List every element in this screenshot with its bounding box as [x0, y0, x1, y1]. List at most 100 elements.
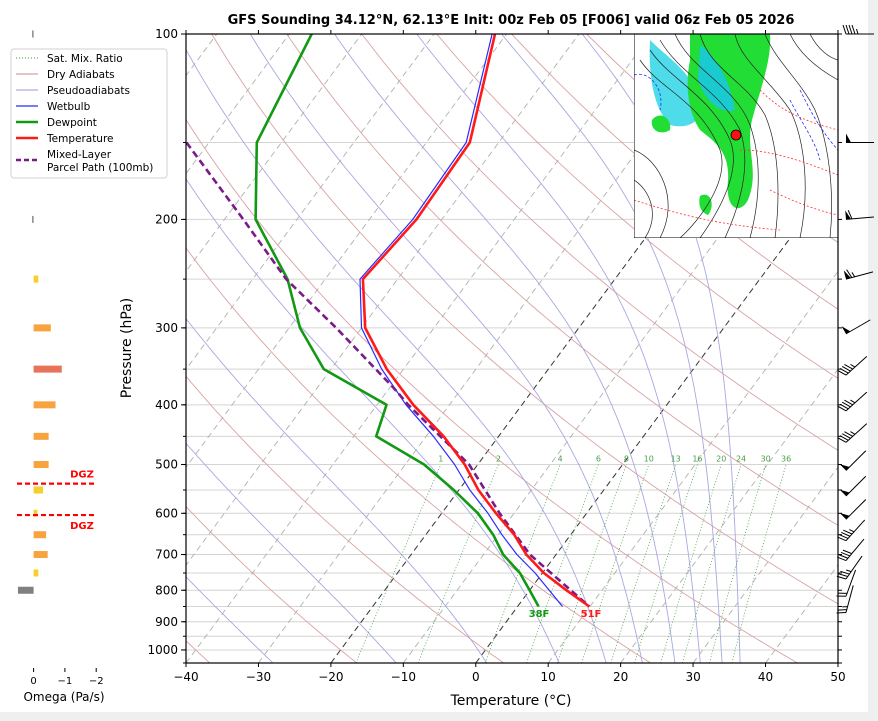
y-tick-label: 1000 — [147, 643, 178, 657]
barb-feather — [836, 556, 847, 561]
mixing-ratio-label: 8 — [624, 455, 629, 464]
wetbulb-line — [359, 34, 563, 607]
wind-barb — [836, 585, 854, 614]
mixing-ratio-label: 36 — [781, 455, 791, 464]
legend-label-line2: Parcel Path (100mb) — [47, 162, 153, 174]
barb-feather — [839, 403, 849, 410]
mixing-ratio-label: 13 — [671, 455, 681, 464]
y-tick-label: 200 — [155, 212, 178, 226]
barb-feather — [839, 534, 849, 539]
barb-pennant — [845, 210, 851, 220]
mixing-ratio-label: 1 — [438, 455, 443, 464]
legend-label: Dry Adiabats — [47, 69, 115, 81]
mixing-ratio-line — [526, 464, 599, 663]
wind-barb — [841, 319, 871, 335]
temperature-line — [361, 34, 591, 608]
barb-staff — [845, 555, 863, 580]
mixing-ratio-label: 4 — [558, 455, 563, 464]
dry-adiabat — [361, 34, 838, 451]
y-tick-label: 500 — [155, 458, 178, 472]
dry-adiabat — [186, 505, 357, 663]
pseudoadiabat — [334, 34, 676, 663]
x-tick-label: 40 — [758, 670, 773, 684]
omega-bar — [33, 275, 39, 283]
omega-tick-label: −1 — [58, 676, 73, 687]
wind-barb — [839, 499, 867, 520]
x-tick-label: −40 — [173, 670, 198, 684]
mixing-ratio-line — [417, 464, 499, 663]
isotherm-line — [186, 34, 580, 566]
dgz-label: DGZ — [70, 470, 94, 481]
pseudoadiabat — [501, 34, 723, 663]
dry-adiabat — [186, 375, 504, 663]
mixing-ratio-label: 2 — [496, 455, 501, 464]
legend-label: Sat. Mix. Ratio — [47, 53, 123, 65]
chart-title: GFS Sounding 34.12°N, 62.13°E Init: 00z … — [228, 13, 795, 28]
barb-half-feather — [846, 569, 852, 573]
profile-lines — [186, 34, 591, 608]
surface-dewpoint-label: 38F — [529, 609, 550, 620]
wind-barb — [837, 423, 868, 443]
barb-feather — [840, 551, 851, 557]
barb-pennant — [839, 464, 850, 471]
y-tick-label: 400 — [155, 398, 178, 412]
barb-feather — [837, 437, 847, 443]
isotherm-line — [186, 34, 363, 273]
barb-staff — [845, 423, 868, 443]
wind-barb — [845, 209, 874, 220]
highlight-isotherm — [475, 172, 838, 663]
barb-feather — [836, 611, 847, 614]
wind-barb — [846, 133, 874, 143]
mixing-ratio-label: 6 — [596, 455, 601, 464]
background-lines: 1 2 4 6 8 10 13 16 20 24 30 36 — [186, 34, 838, 663]
mixing-ratio-line — [660, 464, 722, 663]
wind-barb — [836, 538, 865, 561]
barb-feather — [844, 399, 853, 406]
legend-label: Pseudoadiabats — [47, 85, 130, 97]
isotherm-line — [186, 34, 652, 663]
y-tick-label: 800 — [155, 583, 178, 597]
inset-map — [634, 34, 838, 238]
omega-bar — [33, 324, 51, 332]
y-tick-label: 600 — [155, 506, 178, 520]
mixing-ratio-line — [682, 464, 742, 663]
barb-feather — [838, 573, 848, 578]
dry-adiabat — [511, 34, 838, 310]
barb-staff — [845, 519, 866, 542]
barb-staff — [845, 391, 868, 412]
omega-bar — [33, 461, 49, 469]
y-tick-label: 300 — [155, 321, 178, 335]
omega-panel: 0 −1 −2 Omega (Pa/s) DGZ DGZ — [17, 30, 105, 704]
wind-barb — [839, 450, 867, 471]
mixing-ratio-label: 16 — [692, 455, 702, 464]
omega-bar — [33, 401, 56, 409]
wind-barb — [836, 569, 857, 597]
barb-feather — [841, 401, 851, 408]
omega-tick-label: 0 — [30, 676, 36, 687]
barb-feather — [851, 24, 856, 35]
dewpoint-line — [254, 34, 540, 608]
omega-bar — [17, 586, 34, 594]
dry-adiabat — [186, 247, 651, 663]
barb-feather — [844, 363, 853, 370]
wind-barb — [839, 475, 867, 497]
x-axis-label: Temperature (°C) — [450, 693, 572, 709]
barb-half-feather — [849, 529, 855, 533]
barb-feather — [841, 433, 851, 439]
barb-feather — [838, 554, 849, 559]
omega-bar — [33, 551, 48, 559]
barb-half-feather — [850, 363, 856, 368]
barb-feather — [837, 405, 847, 412]
x-tick-label: −20 — [318, 670, 343, 684]
dry-adiabat — [186, 118, 798, 663]
plot-frame — [185, 33, 839, 664]
y-tick-label: 100 — [155, 27, 178, 41]
barb-staff — [845, 216, 874, 220]
wind-barb — [843, 269, 874, 280]
barb-staff — [845, 569, 857, 597]
dgz-label: DGZ — [70, 521, 94, 532]
barb-feather — [841, 365, 851, 372]
isotherm-line — [692, 466, 838, 663]
legend-label: Mixed-Layer — [47, 149, 112, 161]
